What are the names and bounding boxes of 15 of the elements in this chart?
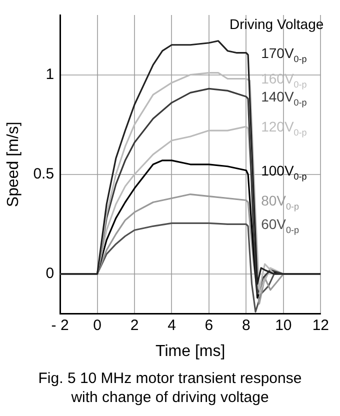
x-tick-label: - 2 (51, 316, 69, 334)
x-tick-label: 12 (312, 316, 329, 334)
y-tick-label: 0.5 (33, 166, 54, 182)
y-tick-label: 0 (46, 265, 54, 282)
x-tick-label: 6 (204, 316, 214, 334)
legend-title: Driving Voltage (229, 16, 324, 32)
x-tick-label: 2 (130, 316, 139, 334)
y-axis-title: Speed [m/s] (5, 122, 22, 208)
y-tick-label: 1 (46, 66, 54, 83)
x-tick-label: 8 (242, 316, 250, 334)
x-tick-label: 10 (275, 316, 292, 334)
x-tick-label: 4 (168, 316, 176, 334)
x-tick-label: 0 (93, 316, 102, 334)
x-axis-title: Time [ms] (156, 342, 226, 360)
caption: Fig. 5 10 MHz motor transient response with change of driving voltage (37, 369, 303, 407)
